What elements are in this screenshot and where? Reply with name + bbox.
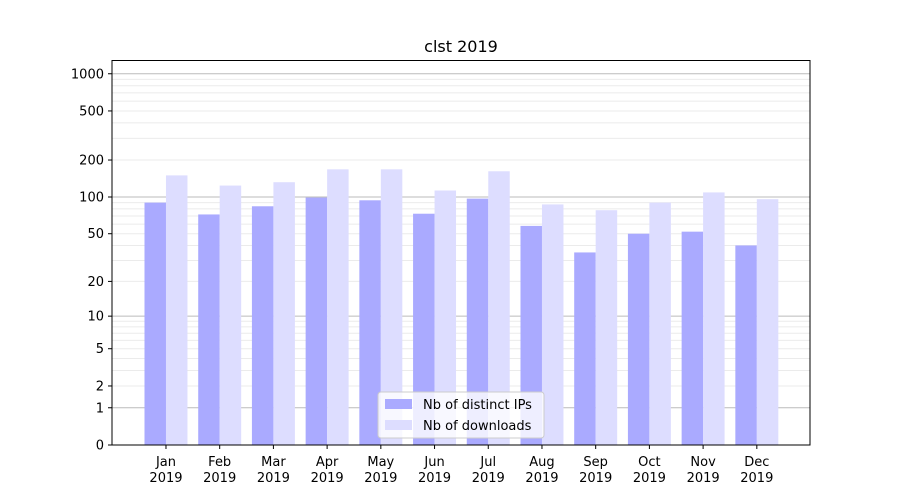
bar-distinct-ips: [144, 202, 166, 445]
x-tick-label-month: Oct: [638, 455, 660, 470]
x-tick-label-year: 2019: [257, 471, 290, 486]
y-tick-label: 200: [79, 154, 104, 169]
bar-distinct-ips: [466, 198, 489, 445]
legend-swatch-downloads: [385, 420, 412, 430]
bar-distinct-ips: [574, 252, 596, 445]
x-tick-label-month: Dec: [744, 455, 769, 470]
x-tick-label-month: Nov: [690, 455, 716, 470]
x-tick-label-year: 2019: [525, 471, 558, 486]
y-tick-label: 1000: [71, 67, 104, 82]
x-tick-label-year: 2019: [149, 471, 182, 486]
bar-distinct-ips: [198, 214, 220, 445]
x-tick-label-month: Jul: [479, 455, 496, 470]
x-tick-label-month: Sep: [583, 455, 608, 470]
x-tick-label-year: 2019: [311, 471, 344, 486]
bar-distinct-ips: [681, 231, 704, 445]
x-axis: Jan2019Feb2019Mar2019Apr2019May2019Jun20…: [149, 445, 773, 486]
x-tick-label-month: Jun: [423, 455, 444, 470]
bar-distinct-ips: [735, 245, 757, 445]
legend-label-downloads: Nb of downloads: [423, 419, 532, 434]
y-tick-label: 500: [79, 104, 104, 119]
x-tick-label-year: 2019: [418, 471, 451, 486]
bar-downloads: [703, 192, 725, 445]
y-tick-label: 2: [96, 379, 104, 394]
plot-frame: [111, 60, 811, 446]
x-tick-label-month: Apr: [316, 455, 339, 470]
bar-downloads: [327, 169, 349, 445]
bar-downloads: [649, 202, 671, 445]
chart-title: clst 2019: [424, 37, 498, 56]
y-tick-label: 5: [96, 342, 104, 357]
legend-swatch-ips: [385, 399, 412, 409]
bar-downloads: [219, 185, 242, 445]
bar-downloads: [273, 182, 295, 446]
x-tick-label-year: 2019: [740, 471, 773, 486]
legend-box: [377, 391, 545, 439]
bar-distinct-ips: [305, 197, 328, 445]
bar-distinct-ips: [627, 233, 650, 445]
x-tick-label-year: 2019: [687, 471, 720, 486]
bar-downloads: [434, 190, 457, 445]
bar-downloads: [756, 199, 779, 445]
x-tick-label-month: May: [367, 455, 394, 470]
y-tick-label: 1: [96, 401, 104, 416]
bar-distinct-ips: [359, 200, 381, 445]
y-tick-label: 100: [79, 191, 104, 206]
legend: Nb of distinct IPs Nb of downloads: [377, 391, 545, 439]
bar-distinct-ips: [413, 213, 435, 445]
bars: [144, 169, 779, 446]
y-tick-label: 20: [87, 275, 104, 290]
x-tick-label-year: 2019: [364, 471, 397, 486]
x-tick-label-month: Mar: [261, 455, 286, 470]
legend-label-ips: Nb of distinct IPs: [423, 398, 532, 413]
x-tick-label-year: 2019: [203, 471, 236, 486]
x-tick-label-month: Aug: [529, 455, 554, 470]
y-axis: 0 1 2 5 10 20 50 100 200 500 1000: [71, 67, 112, 454]
bar-distinct-ips: [251, 206, 274, 445]
x-tick-label-month: Feb: [208, 455, 231, 470]
bar-distinct-ips: [520, 225, 542, 445]
bar-downloads: [541, 204, 564, 445]
bar-downloads: [595, 210, 618, 445]
x-tick-label-year: 2019: [633, 471, 666, 486]
y-tick-label: 10: [87, 310, 104, 325]
x-tick-label-year: 2019: [472, 471, 505, 486]
y-tick-label: 0: [96, 439, 104, 454]
bar-downloads: [488, 171, 510, 445]
bar-downloads: [165, 175, 188, 445]
bar-downloads: [380, 169, 403, 445]
x-tick-label-year: 2019: [579, 471, 612, 486]
y-tick-label: 50: [87, 227, 104, 242]
x-tick-label-month: Jan: [155, 455, 176, 470]
